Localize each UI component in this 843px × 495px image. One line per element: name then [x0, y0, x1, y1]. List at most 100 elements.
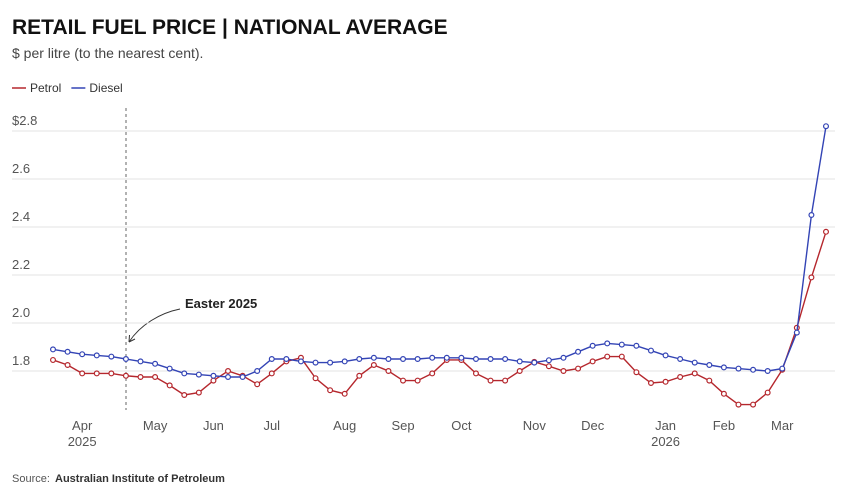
- x-tick-label: Jun: [203, 418, 224, 433]
- x-tick-label: Oct: [451, 418, 472, 433]
- x-tick-label: Jul: [263, 418, 280, 433]
- data-point: [356, 356, 363, 363]
- data-point: [64, 362, 71, 369]
- data-point: [487, 377, 494, 384]
- data-point: [49, 346, 56, 353]
- data-point: [312, 375, 319, 382]
- data-point: [779, 365, 786, 372]
- x-tick-label: Aug: [333, 418, 356, 433]
- data-point: [93, 370, 100, 377]
- legend-label: Petrol: [30, 81, 61, 95]
- legend: Petrol Diesel: [12, 81, 123, 95]
- x-year-label: 2025: [68, 434, 97, 449]
- annotation: Easter 2025: [185, 296, 257, 311]
- data-point: [122, 372, 129, 379]
- data-point: [385, 356, 392, 363]
- x-tick-label: Dec: [581, 418, 605, 433]
- y-tick-label: 2.2: [12, 257, 30, 272]
- data-point: [706, 362, 713, 369]
- data-point: [735, 401, 742, 408]
- data-point: [633, 369, 640, 376]
- data-point: [502, 377, 509, 384]
- data-point: [137, 374, 144, 381]
- y-tick-label: $2.8: [12, 113, 37, 128]
- data-point: [79, 351, 86, 358]
- data-point: [516, 368, 523, 375]
- source-label: Source:: [12, 473, 50, 485]
- data-point: [239, 374, 246, 381]
- data-point: [312, 359, 319, 366]
- chart-subtitle: $ per litre (to the nearest cent).: [12, 45, 203, 61]
- x-tick-label: Feb: [713, 418, 735, 433]
- x-tick-label: Nov: [523, 418, 547, 433]
- data-point: [633, 342, 640, 349]
- data-point: [370, 362, 377, 369]
- data-point: [400, 377, 407, 384]
- data-point: [341, 390, 348, 397]
- data-point: [808, 212, 815, 219]
- data-point: [93, 352, 100, 359]
- data-point: [181, 370, 188, 377]
- data-point: [166, 365, 173, 372]
- y-tick-label: 2.6: [12, 161, 30, 176]
- data-point: [283, 356, 290, 363]
- x-tick-label: Jan: [655, 418, 676, 433]
- data-point: [560, 354, 567, 361]
- data-point: [166, 382, 173, 389]
- x-tick-label: May: [143, 418, 168, 433]
- data-point: [268, 370, 275, 377]
- data-point: [79, 370, 86, 377]
- data-point: [429, 354, 436, 361]
- data-point: [472, 356, 479, 363]
- data-point: [706, 377, 713, 384]
- data-point: [487, 356, 494, 363]
- data-point: [108, 353, 115, 360]
- data-point: [691, 359, 698, 366]
- x-year-label: 2026: [651, 434, 680, 449]
- data-point: [750, 401, 757, 408]
- data-point: [822, 123, 829, 130]
- data-point: [677, 356, 684, 363]
- data-point: [516, 358, 523, 365]
- data-point: [750, 366, 757, 373]
- data-point: [793, 329, 800, 336]
- data-point: [341, 358, 348, 365]
- data-point: [589, 358, 596, 365]
- data-point: [49, 356, 56, 363]
- data-point: [137, 358, 144, 365]
- data-point: [429, 370, 436, 377]
- data-point: [545, 363, 552, 370]
- data-point: [195, 389, 202, 396]
- data-point: [691, 370, 698, 377]
- data-point: [254, 368, 261, 375]
- data-point: [122, 356, 129, 363]
- x-tick-label: Sep: [391, 418, 414, 433]
- data-point: [225, 368, 232, 375]
- data-point: [604, 340, 611, 347]
- chart-title: RETAIL FUEL PRICE | NATIONAL AVERAGE: [12, 16, 448, 39]
- data-point: [720, 390, 727, 397]
- data-point: [195, 371, 202, 378]
- data-point: [575, 348, 582, 355]
- data-point: [400, 356, 407, 363]
- data-point: [225, 374, 232, 381]
- y-tick-label: 2.4: [12, 209, 30, 224]
- data-point: [808, 274, 815, 281]
- data-point: [181, 392, 188, 399]
- data-point: [443, 354, 450, 361]
- data-point: [385, 368, 392, 375]
- series-line: [52, 126, 827, 378]
- data-point: [545, 357, 552, 364]
- data-point: [720, 364, 727, 371]
- data-point: [822, 228, 829, 235]
- data-point: [647, 380, 654, 387]
- source: Australian Institute of Petroleum: [55, 473, 225, 485]
- x-tick-label: Apr: [72, 418, 93, 433]
- x-tick-label: Mar: [771, 418, 794, 433]
- data-point: [618, 341, 625, 348]
- annotation-arrow: [128, 308, 181, 343]
- data-point: [764, 368, 771, 375]
- data-point: [254, 381, 261, 388]
